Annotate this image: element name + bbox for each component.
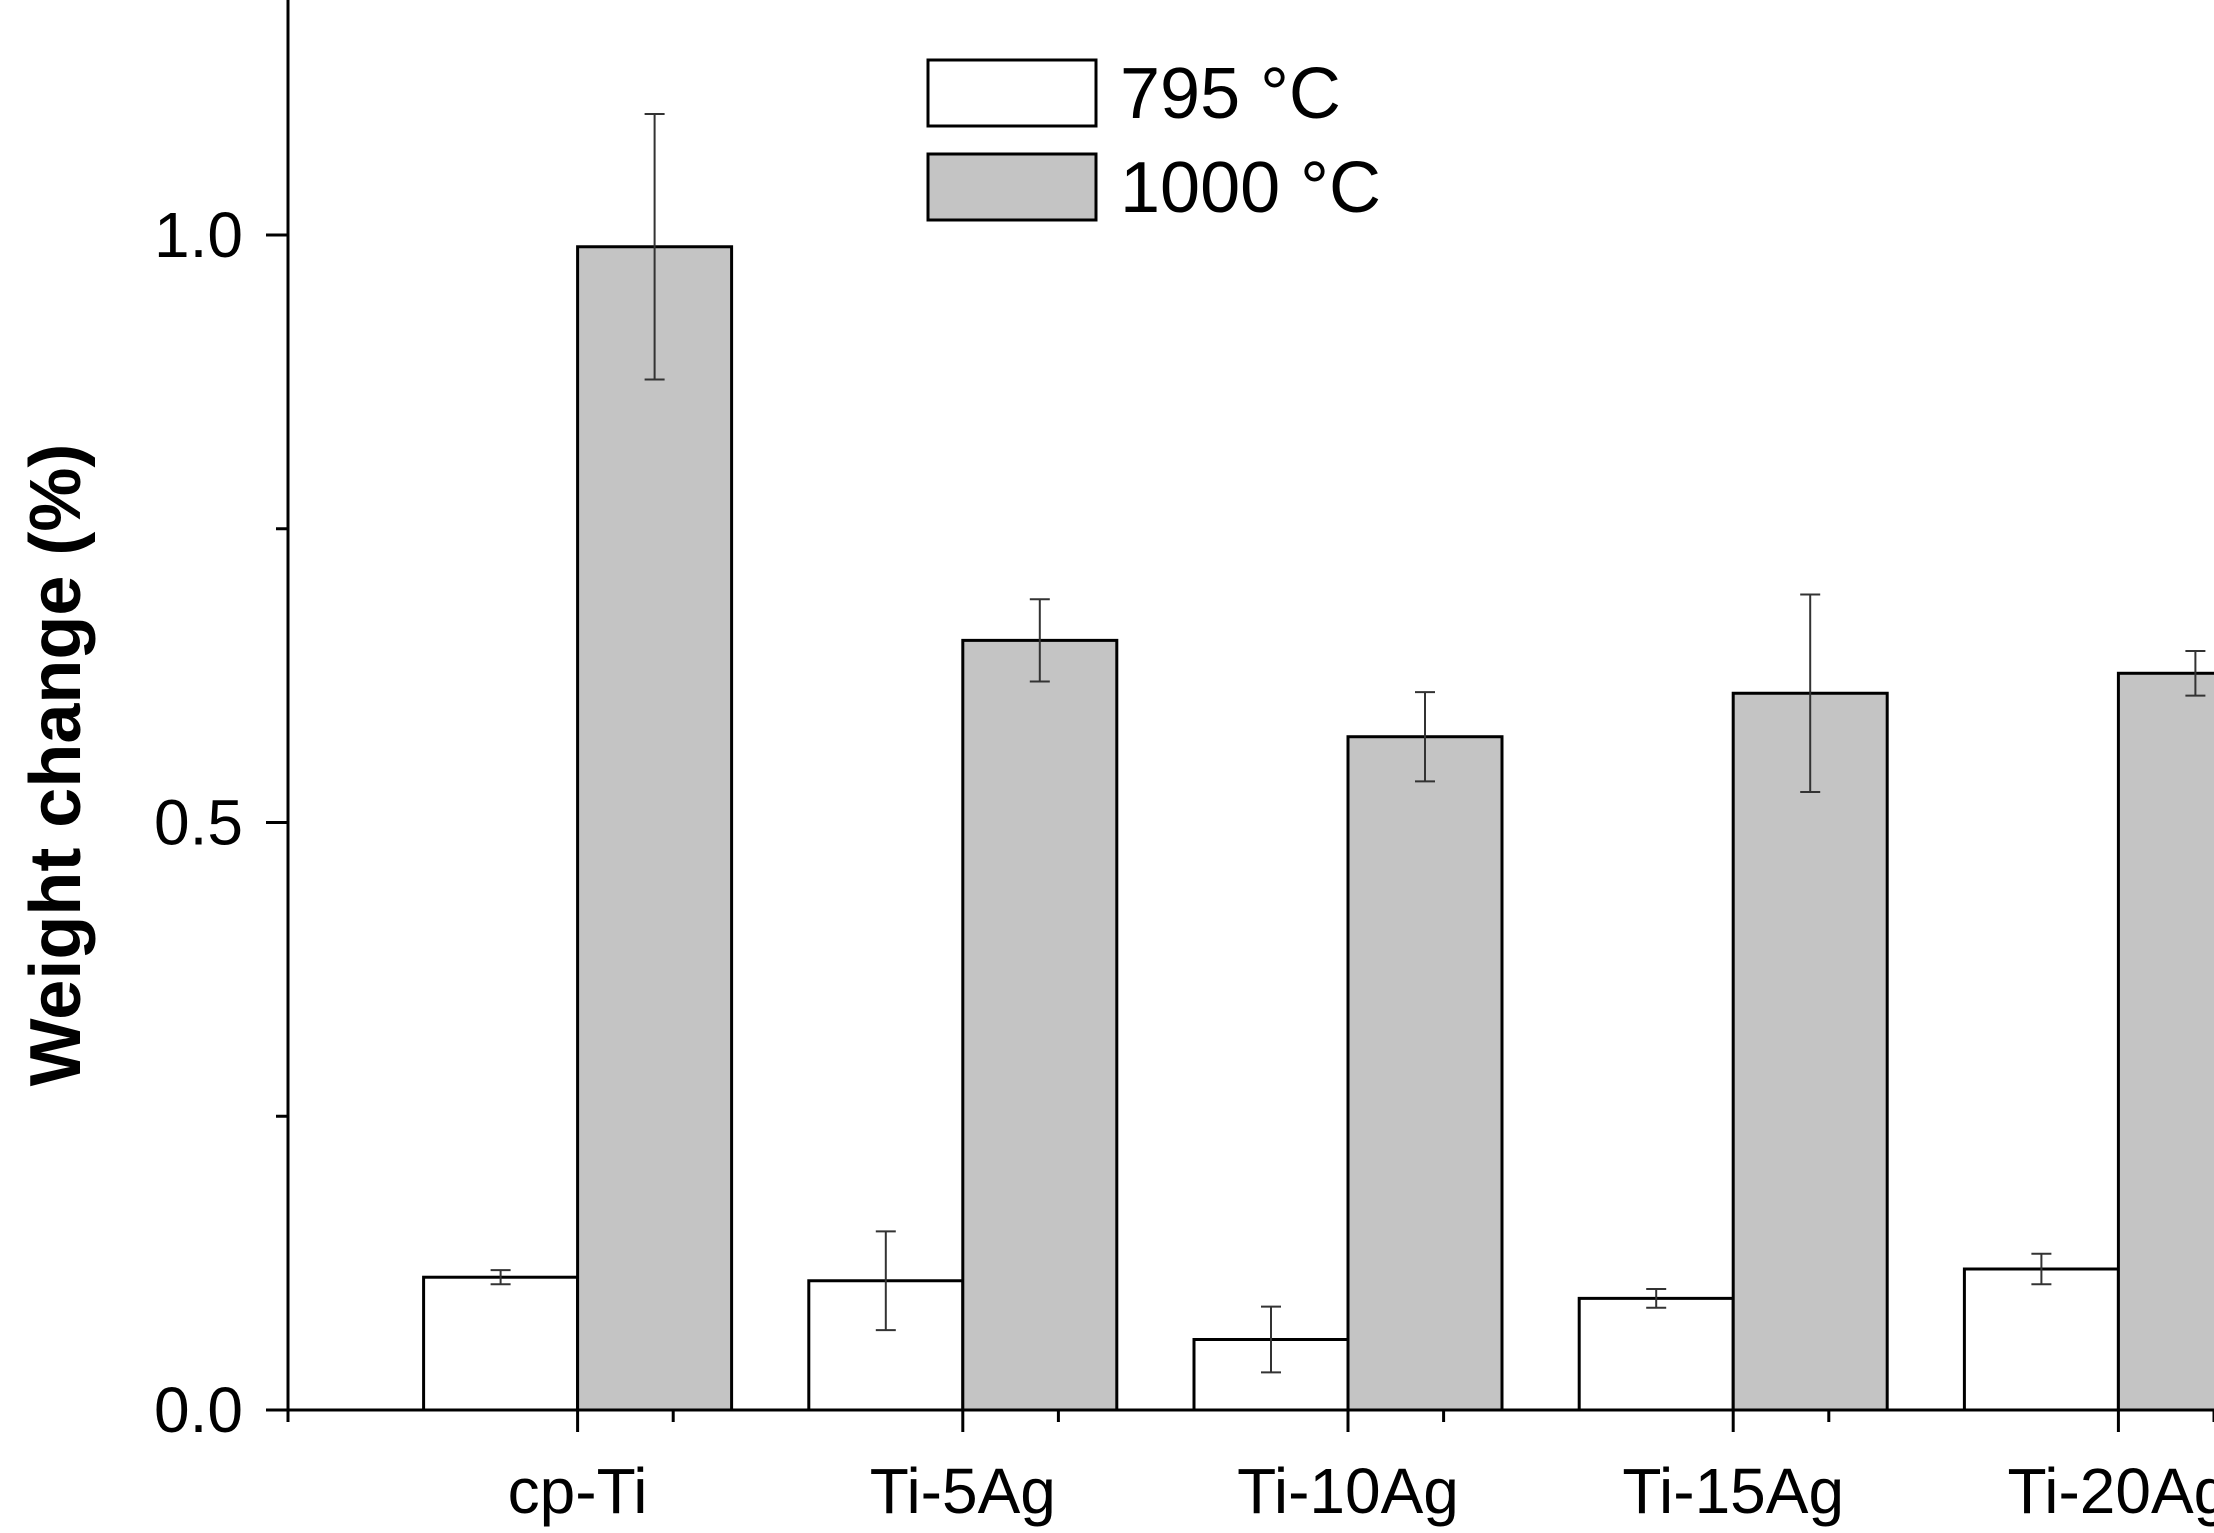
bar-ti-10ag-series-2 [1346, 735, 1504, 1412]
bar-ti-20ag-series-1 [1962, 1267, 2120, 1412]
bar-cp-ti-series-1 [422, 1275, 580, 1412]
ticks-layer: cp-Ti Ti-5Ag Ti-10Ag Ti-15Ag Ti-20Ag 0.0 0.5 1.… [154, 199, 2214, 1527]
error-bar-ti-10ag-series-2 [1415, 691, 1435, 783]
bar-ti-15ag-series-2 [1731, 691, 1889, 1412]
error-bar-ti-20ag-series-1 [2031, 1252, 2052, 1286]
bar-ti-5ag-series-2 [961, 638, 1119, 1412]
legend-label-1000: 1000 °C [1120, 148, 1381, 228]
y-axis-title: Weight change (%) [16, 444, 96, 1087]
legend-swatch-1000 [926, 152, 1098, 222]
legend-label-795: 795 °C [1120, 54, 1341, 134]
error-bars-layer [490, 112, 2206, 1374]
bar-ti-15ag-series-1 [1577, 1296, 1735, 1412]
bar-cp-ti-series-2 [576, 245, 734, 1412]
x-tick-label-ti-20ag: Ti-20Ag [2008, 1455, 2214, 1527]
error-bar-ti-10ag-series-1 [1261, 1305, 1281, 1374]
bar-ti-20ag-series-2 [2116, 671, 2214, 1412]
y-tick-label: 0.5 [154, 787, 243, 859]
error-bar-ti-20ag-series-2 [2185, 649, 2206, 697]
error-bar-ti-5ag-series-2 [1029, 598, 1050, 683]
y-tick-label: 1.0 [154, 199, 243, 271]
bars-layer [422, 245, 2214, 1412]
x-tick-label-ti-15ag: Ti-15Ag [1622, 1455, 1844, 1527]
error-bar-cp-ti-series-2 [644, 112, 665, 381]
error-bar-ti-15ag-series-1 [1646, 1287, 1667, 1309]
x-tick-label-ti-10ag: Ti-10Ag [1237, 1455, 1459, 1527]
legend: 795 °C 1000 °C [926, 54, 1381, 228]
x-tick-label-cp-ti: cp-Ti [508, 1455, 648, 1527]
x-tick-label-ti-5ag: Ti-5Ag [870, 1455, 1056, 1527]
legend-swatch-795 [926, 58, 1098, 128]
error-bar-ti-5ag-series-1 [875, 1230, 896, 1332]
error-bar-cp-ti-series-1 [490, 1269, 511, 1286]
error-bar-ti-15ag-series-2 [1800, 593, 1821, 793]
y-tick-label: 0.0 [154, 1374, 243, 1446]
